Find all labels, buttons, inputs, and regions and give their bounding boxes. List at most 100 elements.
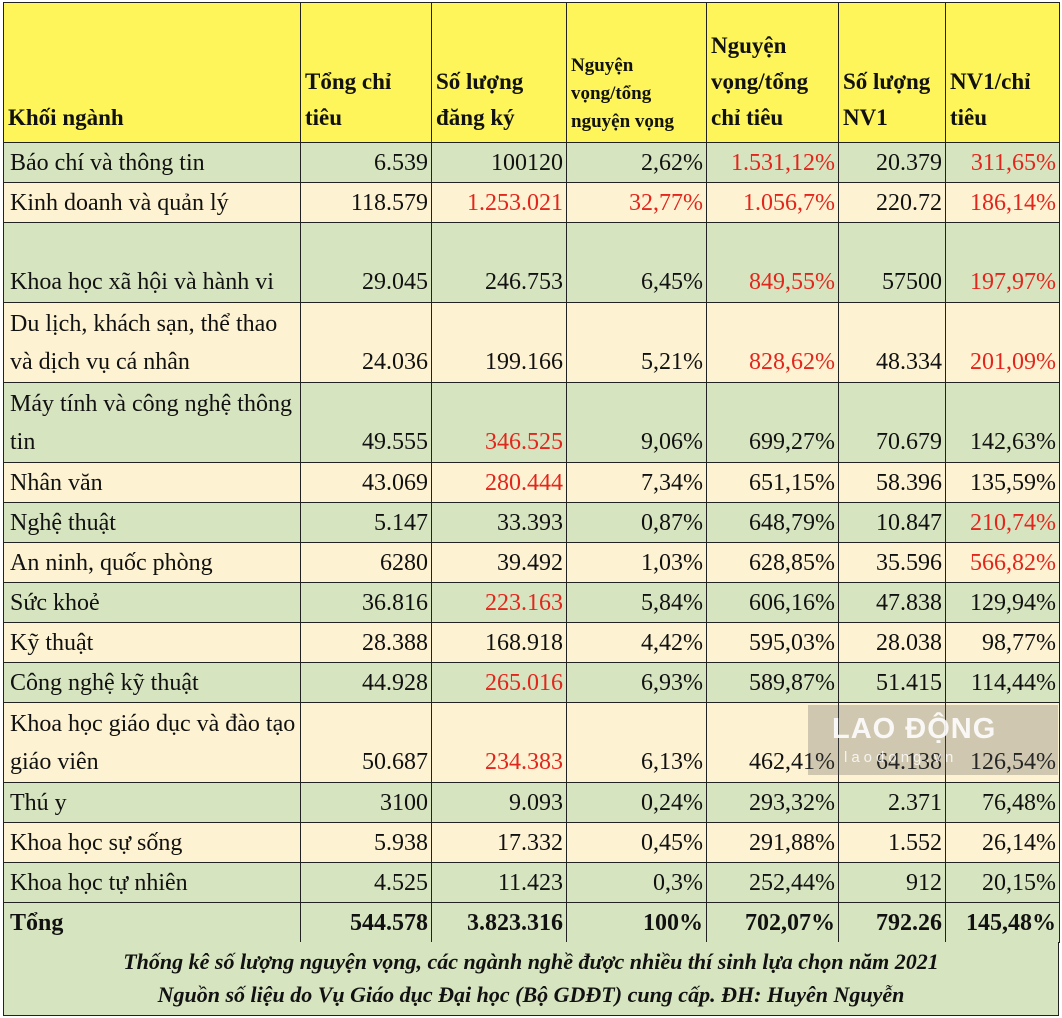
cell-dang-ky: 199.166 [431,302,567,383]
total-row: Tổng 544.578 3.823.316 100% 702,07% 792.… [3,902,1060,943]
total-chi-tieu: 544.578 [300,902,432,943]
total-dang-ky: 3.823.316 [431,902,567,943]
cell-dang-ky: 100120 [431,142,567,183]
total-nv1: 792.26 [838,902,946,943]
header-tong-chi-tieu: Tổng chỉ tiêu [300,2,432,143]
cell-nv-tong-ct: 849,55% [706,222,839,303]
cell-nv-tong-ct: 1.056,7% [706,182,839,223]
cell-nv-tong-ct: 628,85% [706,542,839,583]
row-label: Thú y [3,782,301,823]
cell-nv1-ct: 135,59% [945,462,1060,503]
header-nv-tong-chi-tieu: Nguyện vọng/tổng chỉ tiêu [706,2,839,143]
cell-nv-tong-nv: 1,03% [566,542,707,583]
cell-dang-ky: 280.444 [431,462,567,503]
cell-nv-tong-ct: 293,32% [706,782,839,823]
cell-nv1: 28.038 [838,622,946,663]
cell-nv1-ct: 142,63% [945,382,1060,463]
cell-chi-tieu: 4.525 [300,862,432,903]
cell-nv1-ct: 186,14% [945,182,1060,223]
cell-nv-tong-ct: 595,03% [706,622,839,663]
cell-dang-ky: 11.423 [431,862,567,903]
caption-line-1: Thống kê số lượng nguyện vọng, các ngành… [123,949,939,974]
row-label: Máy tính và công nghệ thông tin [3,382,301,463]
row-label: An ninh, quốc phòng [3,542,301,583]
cell-nv1-ct: 311,65% [945,142,1060,183]
cell-nv-tong-nv: 9,06% [566,382,707,463]
cell-chi-tieu: 29.045 [300,222,432,303]
cell-nv-tong-nv: 2,62% [566,142,707,183]
cell-nv1: 48.334 [838,302,946,383]
cell-dang-ky: 9.093 [431,782,567,823]
cell-dang-ky: 168.918 [431,622,567,663]
cell-nv-tong-nv: 0,87% [566,502,707,543]
header-row: Khối ngành Tổng chỉ tiêu Số lượng đăng k… [3,2,1060,143]
cell-nv1-ct: 76,48% [945,782,1060,823]
cell-nv1: 70.679 [838,382,946,463]
table-row: Khoa học giáo dục và đào tạo giáo viên 50… [3,702,1060,783]
cell-dang-ky: 223.163 [431,582,567,623]
cell-chi-tieu: 5.938 [300,822,432,863]
cell-dang-ky: 33.393 [431,502,567,543]
cell-nv-tong-ct: 589,87% [706,662,839,703]
header-nv1-chi-tieu: NV1/chỉ tiêu [945,2,1060,143]
cell-nv-tong-nv: 6,45% [566,222,707,303]
cell-nv-tong-nv: 5,84% [566,582,707,623]
row-label: Du lịch, khách sạn, thể thao và dịch vụ … [3,302,301,383]
cell-dang-ky: 17.332 [431,822,567,863]
cell-nv1: 2.371 [838,782,946,823]
total-label: Tổng [3,902,301,943]
cell-chi-tieu: 5.147 [300,502,432,543]
row-label: Nhân văn [3,462,301,503]
table-row: Du lịch, khách sạn, thể thao và dịch vụ … [3,302,1060,383]
cell-dang-ky: 346.525 [431,382,567,463]
table-row: Khoa học sự sống 5.938 17.332 0,45% 291,88% 1… [3,822,1060,863]
cell-chi-tieu: 50.687 [300,702,432,783]
row-label: Khoa học sự sống [3,822,301,863]
table-row: Nhân văn 43.069 280.444 7,34% 651,15% 58.396 1… [3,462,1060,503]
table-row: Máy tính và công nghệ thông tin 49.555 346… [3,382,1060,463]
cell-nv-tong-ct: 252,44% [706,862,839,903]
row-label: Sức khoẻ [3,582,301,623]
cell-nv1-ct: 26,14% [945,822,1060,863]
table-row: Báo chí và thông tin 6.539 100120 2,62% 1.53… [3,142,1060,183]
table-row: Kỹ thuật 28.388 168.918 4,42% 595,03% 28.038 9… [3,622,1060,663]
row-label: Nghệ thuật [3,502,301,543]
cell-nv1-ct: 210,74% [945,502,1060,543]
cell-nv-tong-nv: 0,45% [566,822,707,863]
cell-dang-ky: 246.753 [431,222,567,303]
total-nv1-ct: 145,48% [945,902,1060,943]
cell-nv1: 220.72 [838,182,946,223]
table-row: Nghệ thuật 5.147 33.393 0,87% 648,79% 10.847 2… [3,502,1060,543]
cell-nv-tong-nv: 5,21% [566,302,707,383]
cell-dang-ky: 39.492 [431,542,567,583]
cell-chi-tieu: 3100 [300,782,432,823]
cell-nv1-ct: 566,82% [945,542,1060,583]
cell-nv1: 35.596 [838,542,946,583]
header-so-luong-nv1: Số lượng NV1 [838,2,946,143]
cell-nv1: 912 [838,862,946,903]
cell-dang-ky: 234.383 [431,702,567,783]
cell-chi-tieu: 49.555 [300,382,432,463]
cell-nv1: 57500 [838,222,946,303]
row-label: Khoa học tự nhiên [3,862,301,903]
cell-nv1-ct: 20,15% [945,862,1060,903]
caption: Thống kê số lượng nguyện vọng, các ngành… [3,942,1059,1016]
cell-nv1: 20.379 [838,142,946,183]
cell-nv-tong-ct: 462,41% [706,702,839,783]
header-nv-tong-nv: Nguyện vọng/tổng nguyện vọng [566,2,707,143]
cell-nv-tong-ct: 291,88% [706,822,839,863]
cell-nv-tong-ct: 1.531,12% [706,142,839,183]
row-label: Khoa học giáo dục và đào tạo giáo viên [3,702,301,783]
cell-chi-tieu: 43.069 [300,462,432,503]
cell-dang-ky: 265.016 [431,662,567,703]
cell-nv-tong-nv: 4,42% [566,622,707,663]
header-khoi-nganh: Khối ngành [3,2,301,143]
cell-nv1-ct: 98,77% [945,622,1060,663]
row-label: Kinh doanh và quản lý [3,182,301,223]
cell-chi-tieu: 6280 [300,542,432,583]
cell-nv1: 10.847 [838,502,946,543]
row-label: Khoa học xã hội và hành vi [3,222,301,303]
cell-nv-tong-nv: 0,24% [566,782,707,823]
table-row: Khoa học tự nhiên 4.525 11.423 0,3% 252,44% 9… [3,862,1060,903]
row-label: Kỹ thuật [3,622,301,663]
